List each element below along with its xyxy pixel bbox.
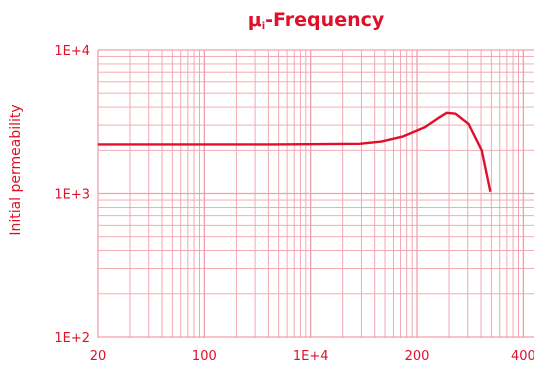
grid [97, 49, 534, 338]
x-tick-label: 400 [511, 349, 534, 364]
x-tick-label: 200 [405, 349, 430, 364]
y-tick-label: 1E+2 [54, 331, 90, 346]
y-tick-label: 1E+4 [54, 44, 90, 59]
x-tick-label: 1E+4 [293, 349, 329, 364]
x-tick-label: 20 [90, 349, 107, 364]
y-tick-label: 1E+3 [54, 188, 90, 203]
plot-area: 1E+4 1E+3 1E+2 Initial permeability 20 100 1E+… [8, 44, 534, 364]
x-tick-label: 100 [192, 349, 217, 364]
chart-title: μi-Frequency [248, 9, 385, 32]
title-subscript: i [262, 21, 265, 32]
series-line [98, 111, 492, 192]
y-axis-label: Initial permeability [8, 104, 24, 235]
